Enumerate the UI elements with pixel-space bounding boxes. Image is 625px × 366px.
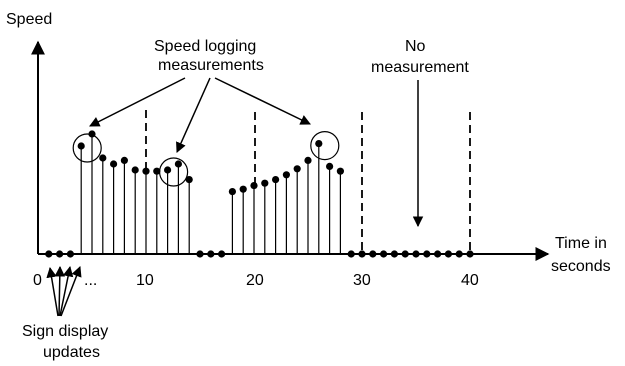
x-tick-label: 40 bbox=[461, 272, 479, 289]
data-marks bbox=[45, 130, 474, 258]
data-point bbox=[110, 160, 118, 168]
data-point bbox=[401, 250, 409, 258]
data-point bbox=[120, 156, 128, 164]
data-point bbox=[358, 250, 366, 258]
x-axis-label-line1: Time in bbox=[555, 235, 607, 252]
arrow-sign-update bbox=[60, 266, 82, 317]
arrow-sign-update bbox=[46, 266, 59, 317]
highlight-circle bbox=[72, 133, 102, 163]
annotation-logging-line1: Speed logging bbox=[154, 38, 256, 55]
data-point bbox=[174, 160, 182, 168]
data-point bbox=[56, 250, 64, 258]
data-point bbox=[45, 250, 53, 258]
arrow-to-circle-2 bbox=[176, 77, 211, 153]
data-point bbox=[239, 185, 247, 193]
annotation-sign-line1: Sign display bbox=[22, 323, 108, 340]
x-tick-label: 30 bbox=[353, 272, 371, 289]
x-tick-label: 20 bbox=[246, 272, 264, 289]
data-point bbox=[347, 250, 355, 258]
data-point bbox=[304, 156, 312, 164]
data-point bbox=[218, 250, 226, 258]
data-point bbox=[455, 250, 463, 258]
data-point bbox=[434, 250, 442, 258]
annotation-sign-line2: updates bbox=[43, 344, 100, 361]
arrow-sign-update bbox=[59, 265, 74, 317]
y-axis-label: Speed bbox=[6, 11, 52, 28]
x-axis-label-line2: seconds bbox=[551, 258, 611, 275]
data-point bbox=[282, 171, 290, 179]
data-point bbox=[326, 162, 334, 170]
arrow-sign-update bbox=[54, 265, 66, 317]
annotation-none-line2: measurement bbox=[371, 59, 469, 76]
ellipsis: ... bbox=[84, 272, 97, 289]
data-point bbox=[293, 165, 301, 173]
data-point bbox=[153, 167, 161, 175]
data-point bbox=[412, 250, 420, 258]
data-point bbox=[185, 176, 193, 184]
data-point bbox=[196, 250, 204, 258]
data-point bbox=[207, 250, 215, 258]
annotation-logging-line2: measurements bbox=[158, 57, 264, 74]
data-point bbox=[336, 167, 344, 175]
arrow-to-circle-1 bbox=[89, 77, 186, 127]
data-point bbox=[250, 182, 258, 190]
data-point bbox=[228, 188, 236, 196]
data-point bbox=[423, 250, 431, 258]
data-point bbox=[272, 176, 280, 184]
highlight-circles bbox=[72, 131, 340, 187]
data-point bbox=[369, 250, 377, 258]
data-point bbox=[131, 166, 139, 174]
highlight-circle bbox=[310, 131, 340, 161]
data-point bbox=[142, 167, 150, 175]
data-point bbox=[315, 140, 323, 148]
data-point bbox=[66, 250, 74, 258]
annotation-none-line1: No bbox=[405, 38, 426, 55]
highlight-circle bbox=[159, 157, 189, 187]
data-point bbox=[261, 179, 269, 187]
arrow-to-circle-3 bbox=[214, 77, 311, 125]
data-point bbox=[444, 250, 452, 258]
x-tick-label: 0 bbox=[33, 272, 42, 289]
data-point bbox=[77, 142, 85, 150]
data-point bbox=[390, 250, 398, 258]
x-tick-label: 10 bbox=[136, 272, 154, 289]
data-point bbox=[466, 250, 474, 258]
data-point bbox=[380, 250, 388, 258]
data-point bbox=[99, 154, 107, 162]
data-point bbox=[164, 166, 172, 174]
